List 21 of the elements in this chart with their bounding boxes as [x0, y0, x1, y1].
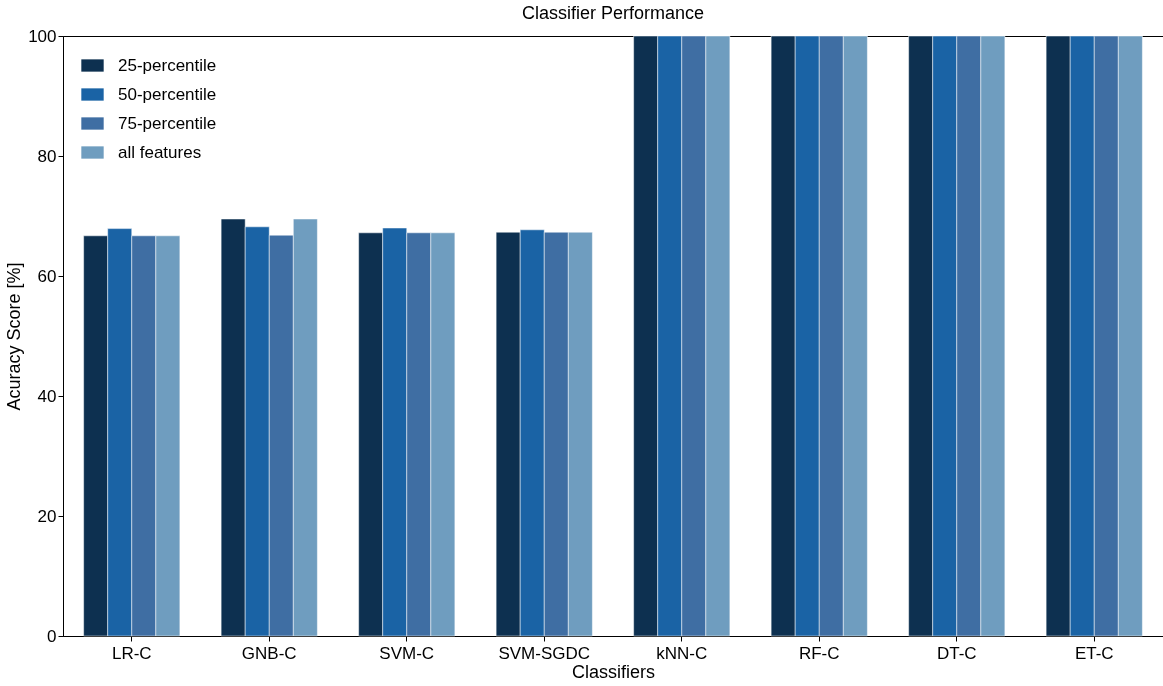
legend-label: 25-percentile: [118, 55, 217, 75]
y-tick-label: 100: [28, 26, 57, 46]
x-tick-label: GNB-C: [241, 643, 297, 663]
y-tick-label: 20: [37, 506, 57, 526]
y-tick-label: 40: [37, 386, 57, 406]
chart-title: Classifier Performance: [521, 3, 705, 23]
x-tick-label: kNN-C: [656, 643, 708, 663]
legend-label: 75-percentile: [118, 113, 217, 133]
x-tick-label: SVM-SGDC: [498, 643, 591, 663]
x-tick-label: LR-C: [111, 643, 152, 663]
x-tick-label: ET-C: [1074, 643, 1114, 663]
x-axis-title: Classifiers: [571, 661, 656, 682]
y-tick-label: 0: [47, 626, 57, 646]
y-tick-label: 80: [37, 146, 57, 166]
legend-label: all features: [118, 142, 202, 162]
x-tick-label: RF-C: [798, 643, 840, 663]
y-tick-label: 60: [37, 266, 57, 286]
y-axis-title: Acuracy Score [%]: [4, 262, 25, 411]
legend-label: 50-percentile: [118, 84, 217, 104]
x-tick-label: SVM-C: [379, 643, 435, 663]
x-tick-label: DT-C: [936, 643, 977, 663]
